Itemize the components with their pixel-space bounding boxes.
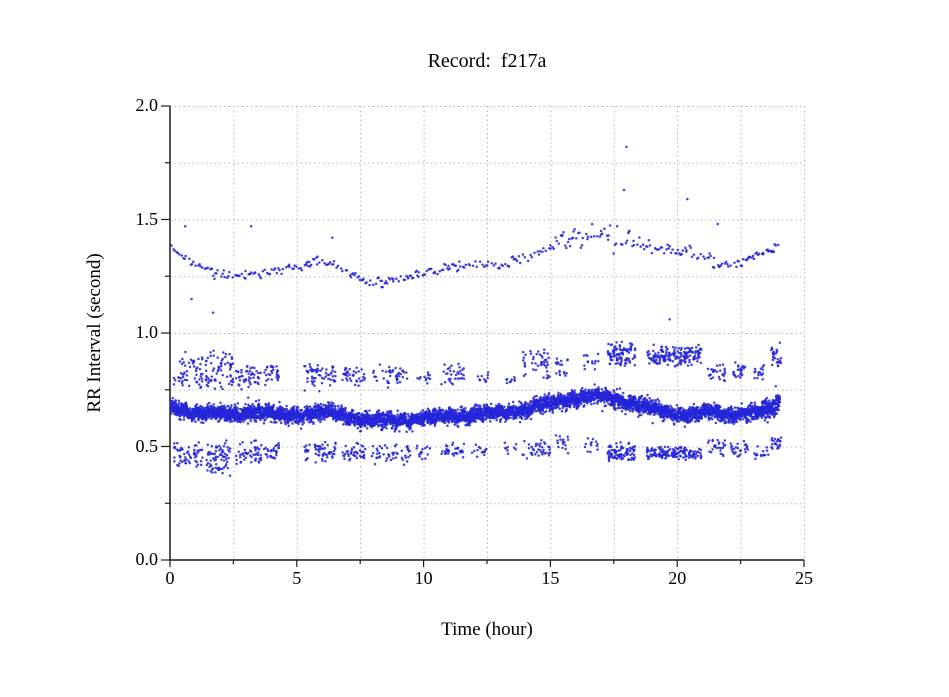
x-tick-label: 20	[668, 568, 687, 588]
chart-title: Record: f217a	[427, 50, 547, 72]
y-axis-label: RR Interval (second)	[84, 253, 105, 413]
y-tick-label: 0.0	[135, 549, 159, 569]
x-tick-label: 10	[414, 568, 433, 588]
y-tick-label: 1.0	[135, 322, 159, 342]
y-tick-label: 2.0	[135, 95, 159, 115]
x-tick-label: 25	[795, 568, 813, 588]
y-tick-label: 0.5	[135, 435, 159, 456]
x-tick-label: 15	[541, 568, 560, 588]
x-tick-label: 0	[165, 568, 175, 588]
y-tick-label: 1.5	[135, 208, 159, 229]
x-tick-label: 5	[292, 568, 302, 588]
x-axis-label: Time (hour)	[441, 619, 533, 640]
